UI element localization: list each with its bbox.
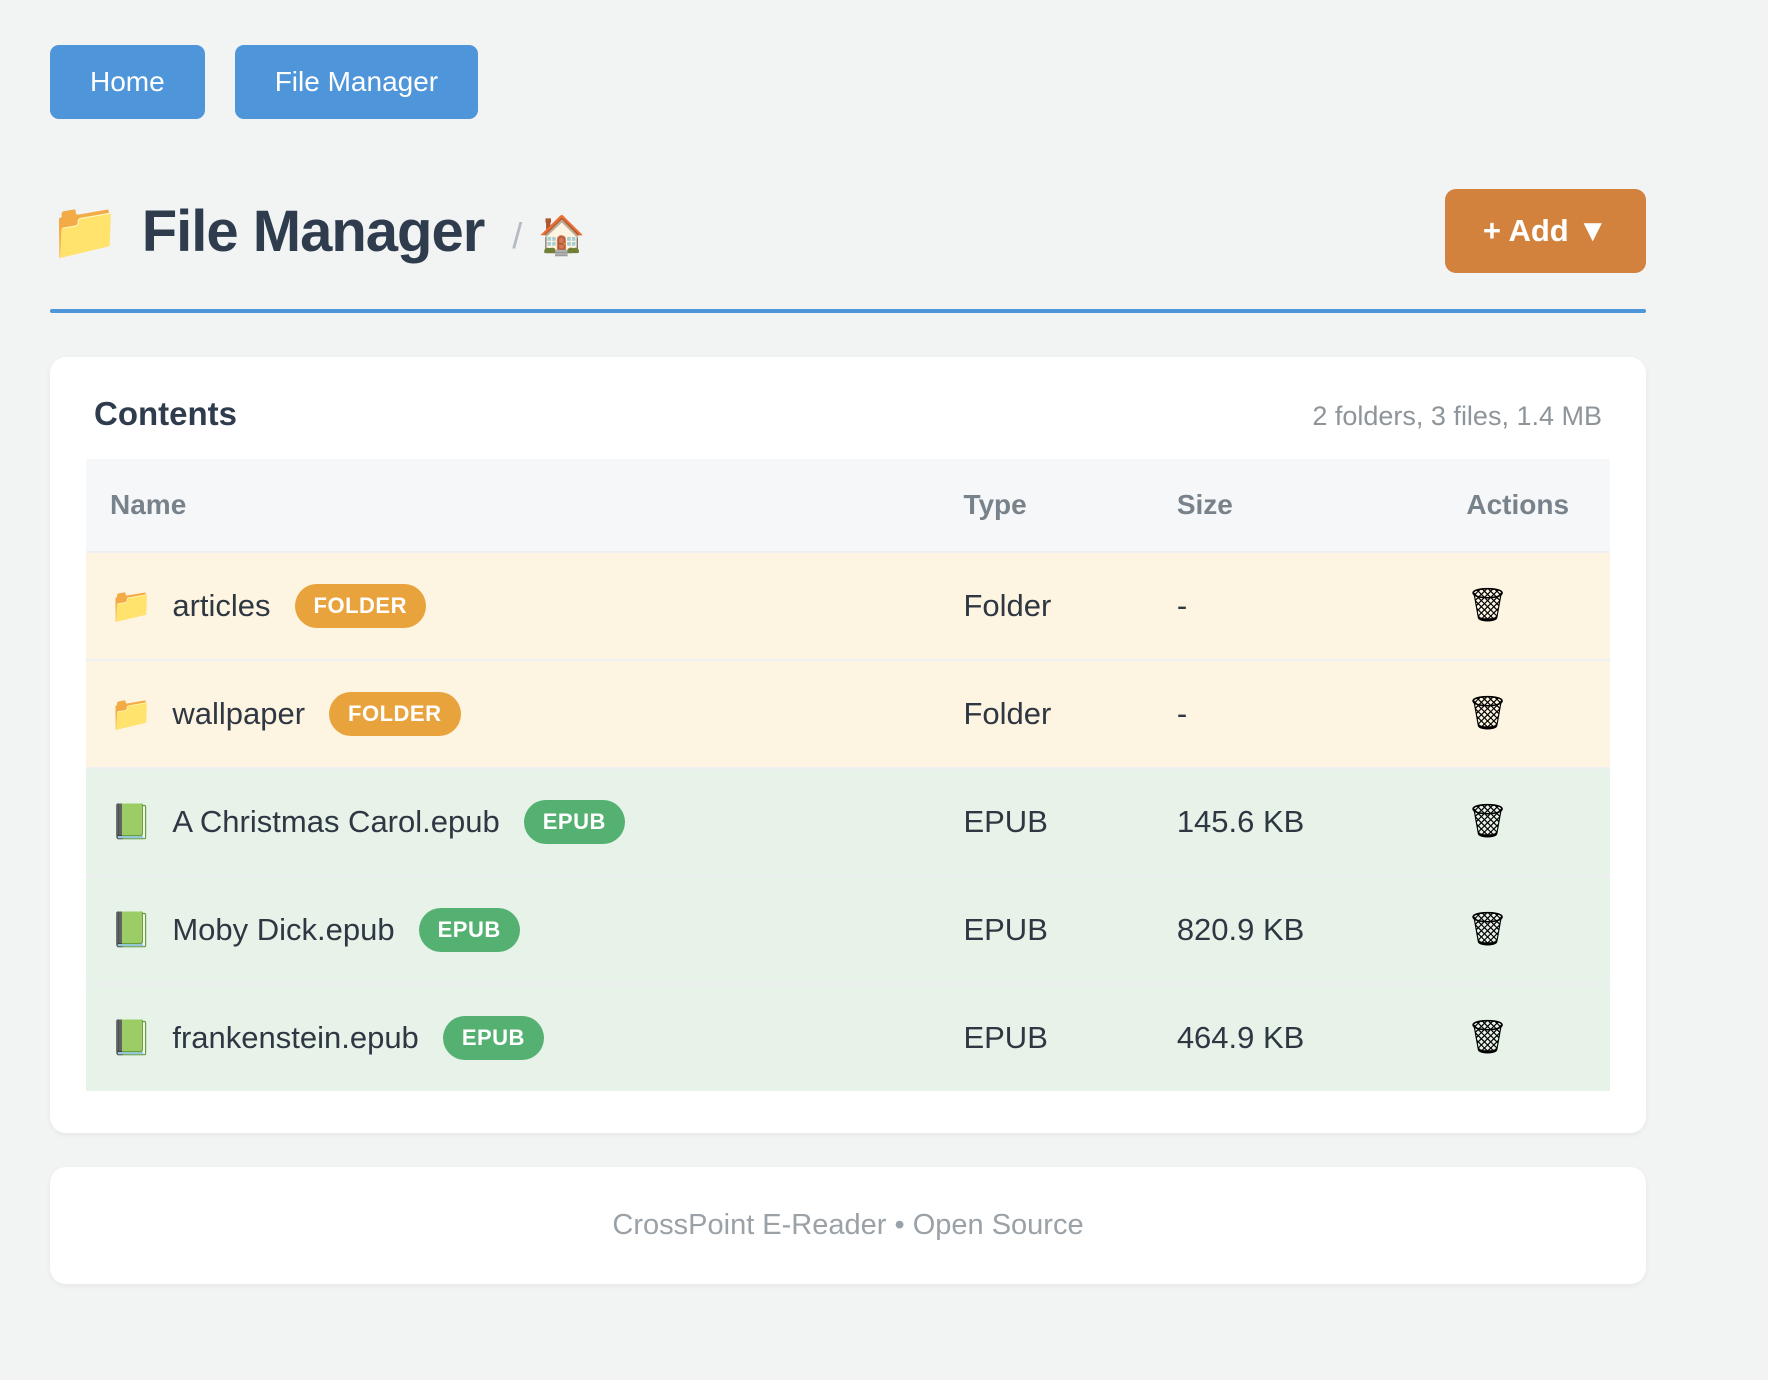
title-divider [50, 309, 1646, 313]
contents-header: Contents 2 folders, 3 files, 1.4 MB [86, 395, 1610, 433]
type-cell: EPUB [939, 767, 1153, 876]
name-cell: 📗 A Christmas Carol.epub EPUB [110, 800, 939, 844]
name-cell: 📗 frankenstein.epub EPUB [110, 1016, 939, 1060]
delete-button[interactable]: 🗑 [1466, 804, 1508, 837]
trash-icon: 🗑 [1466, 1018, 1509, 1055]
contents-summary: 2 folders, 3 files, 1.4 MB [1312, 401, 1602, 431]
table-row: 📗 A Christmas Carol.epub EPUB EPUB 145.6… [86, 767, 1610, 876]
size-cell: 145.6 KB [1152, 767, 1443, 876]
contents-card: Contents 2 folders, 3 files, 1.4 MB Name… [50, 357, 1646, 1133]
file-badge: EPUB [523, 800, 625, 844]
nav-file-manager-button[interactable]: File Manager [234, 45, 479, 119]
footer: CrossPoint E-Reader • Open Source [50, 1167, 1646, 1284]
contents-title: Contents [94, 395, 237, 432]
file-name[interactable]: frankenstein.epub [172, 1020, 419, 1055]
top-nav: Home File Manager [50, 0, 1646, 119]
trash-icon: 🗑 [1466, 586, 1509, 623]
file-type-icon: 📗 [110, 1019, 153, 1057]
delete-button[interactable]: 🗑 [1466, 1020, 1508, 1053]
breadcrumb-separator: / [512, 215, 523, 256]
file-table: Name Type Size Actions 📁 articles FOLDER… [86, 459, 1610, 1091]
file-name[interactable]: wallpaper [172, 696, 306, 731]
table-row: 📁 articles FOLDER Folder - 🗑 [86, 551, 1610, 660]
column-header-name: Name [86, 459, 940, 552]
size-cell: - [1152, 659, 1443, 768]
file-badge: EPUB [418, 908, 520, 952]
delete-button[interactable]: 🗑 [1466, 912, 1508, 945]
trash-icon: 🗑 [1466, 802, 1509, 839]
type-cell: Folder [939, 659, 1153, 768]
page-header: 📁 File Manager / 🏠 + Add ▼ [50, 189, 1646, 273]
type-cell: EPUB [939, 875, 1153, 984]
delete-button[interactable]: 🗑 [1466, 696, 1508, 729]
name-cell: 📗 Moby Dick.epub EPUB [110, 908, 939, 952]
size-cell: - [1152, 551, 1443, 660]
file-badge: FOLDER [294, 584, 426, 628]
table-row: 📗 frankenstein.epub EPUB EPUB 464.9 KB 🗑 [86, 983, 1610, 1091]
column-header-type: Type [939, 459, 1153, 552]
nav-home-button[interactable]: Home [50, 45, 205, 119]
folder-icon: 📁 [50, 199, 120, 262]
name-cell: 📁 articles FOLDER [110, 584, 939, 628]
column-header-size: Size [1152, 459, 1443, 552]
size-cell: 820.9 KB [1152, 875, 1443, 984]
trash-icon: 🗑 [1466, 910, 1509, 947]
file-badge: FOLDER [329, 692, 461, 736]
file-type-icon: 📁 [110, 587, 153, 625]
trash-icon: 🗑 [1466, 694, 1509, 731]
file-badge: EPUB [442, 1016, 544, 1060]
table-row: 📗 Moby Dick.epub EPUB EPUB 820.9 KB 🗑 [86, 875, 1610, 984]
table-header-row: Name Type Size Actions [86, 459, 1610, 552]
file-type-icon: 📁 [110, 695, 153, 733]
delete-button[interactable]: 🗑 [1466, 588, 1508, 621]
footer-text: CrossPoint E-Reader • Open Source [612, 1209, 1084, 1241]
name-cell: 📁 wallpaper FOLDER [110, 692, 939, 736]
file-type-icon: 📗 [110, 803, 153, 841]
type-cell: Folder [939, 551, 1153, 660]
page-title: File Manager [141, 198, 486, 264]
file-name[interactable]: articles [172, 588, 271, 623]
size-cell: 464.9 KB [1152, 983, 1443, 1091]
file-type-icon: 📗 [110, 911, 153, 949]
file-name[interactable]: A Christmas Carol.epub [172, 804, 500, 839]
add-button[interactable]: + Add ▼ [1444, 189, 1646, 273]
file-name[interactable]: Moby Dick.epub [172, 912, 395, 947]
table-row: 📁 wallpaper FOLDER Folder - 🗑 [86, 659, 1610, 768]
column-header-actions: Actions [1442, 459, 1610, 552]
page-container: Home File Manager 📁 File Manager / 🏠 + A… [50, 0, 1646, 1284]
type-cell: EPUB [939, 983, 1153, 1091]
breadcrumb-home-icon[interactable]: 🏠 [538, 215, 586, 257]
